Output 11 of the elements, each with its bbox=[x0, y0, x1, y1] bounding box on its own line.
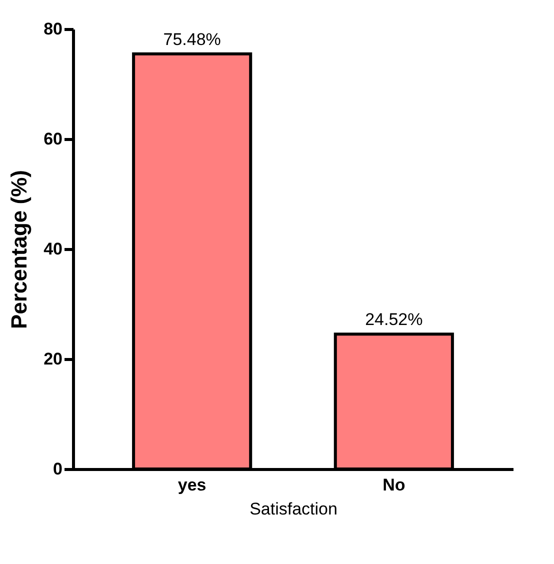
y-tick-label: 0 bbox=[53, 460, 62, 478]
x-axis-title: Satisfaction bbox=[250, 500, 338, 518]
data-label: 24.52% bbox=[365, 310, 423, 330]
y-tick-label: 20 bbox=[44, 350, 62, 368]
y-tick-label: 40 bbox=[44, 240, 62, 258]
y-tick-label: 80 bbox=[44, 20, 62, 38]
y-axis-title: Percentage (%) bbox=[6, 170, 32, 329]
y-tick-label: 60 bbox=[44, 130, 62, 148]
x-tick-label: yes bbox=[178, 476, 206, 494]
x-tick-label: No bbox=[382, 476, 406, 494]
data-label: 75.48% bbox=[163, 30, 221, 49]
